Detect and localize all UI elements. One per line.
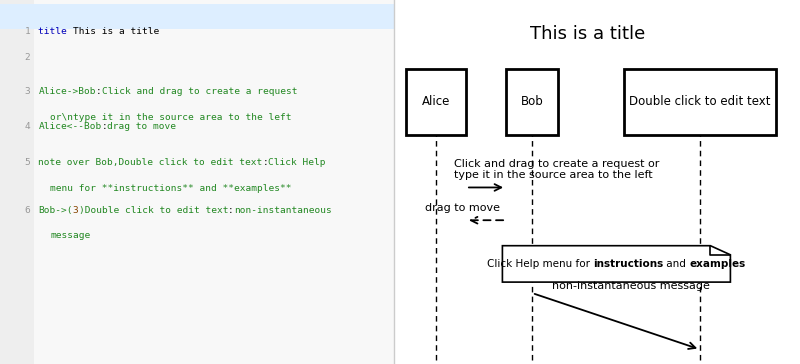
Text: 5: 5 xyxy=(25,158,30,167)
Text: type it in the source area to the left: type it in the source area to the left xyxy=(454,170,652,180)
Bar xyxy=(0,0,34,364)
Bar xyxy=(624,69,776,135)
Text: message: message xyxy=(50,231,90,240)
Text: Alice<--Bob: Alice<--Bob xyxy=(38,122,102,131)
Text: 3: 3 xyxy=(73,206,78,215)
Text: :: : xyxy=(102,122,107,131)
Text: menu for **instructions** and **examples**: menu for **instructions** and **examples… xyxy=(50,184,292,193)
Bar xyxy=(0,4,394,29)
Text: or\ntype it in the source area to the left: or\ntype it in the source area to the le… xyxy=(50,113,292,122)
Text: Bob->(: Bob->( xyxy=(38,206,73,215)
Text: :: : xyxy=(262,158,268,167)
Text: 2: 2 xyxy=(25,53,30,62)
Text: Bob: Bob xyxy=(521,95,543,108)
Text: Click Help: Click Help xyxy=(269,158,326,167)
Text: This is a title: This is a title xyxy=(530,25,646,43)
Text: 1: 1 xyxy=(25,27,30,36)
Text: Click and drag to create a request or: Click and drag to create a request or xyxy=(454,159,659,169)
Text: drag to move: drag to move xyxy=(425,203,500,213)
Text: non-instantaneous: non-instantaneous xyxy=(234,206,332,215)
Text: examples: examples xyxy=(690,259,746,269)
Text: :: : xyxy=(96,87,102,96)
Text: Alice->Bob: Alice->Bob xyxy=(38,87,96,96)
Polygon shape xyxy=(502,246,730,282)
Text: Double click to edit text: Double click to edit text xyxy=(630,95,770,108)
Text: 3: 3 xyxy=(25,87,30,96)
Text: drag to move: drag to move xyxy=(107,122,176,131)
Bar xyxy=(406,69,466,135)
Text: non-instantaneous message: non-instantaneous message xyxy=(552,281,710,291)
Bar xyxy=(506,69,558,135)
Text: :: : xyxy=(228,206,234,215)
Text: instructions: instructions xyxy=(594,259,663,269)
Bar xyxy=(0,0,394,364)
Text: 4: 4 xyxy=(25,122,30,131)
Text: note over Bob,Double click to edit text: note over Bob,Double click to edit text xyxy=(38,158,262,167)
Text: 6: 6 xyxy=(25,206,30,215)
Text: Click Help menu for: Click Help menu for xyxy=(487,259,594,269)
Text: Alice: Alice xyxy=(422,95,450,108)
Text: This is a title: This is a title xyxy=(73,27,159,36)
Text: title: title xyxy=(38,27,73,36)
Text: )Double click to edit text: )Double click to edit text xyxy=(78,206,228,215)
Text: and: and xyxy=(663,259,690,269)
Text: Click and drag to create a request: Click and drag to create a request xyxy=(102,87,297,96)
